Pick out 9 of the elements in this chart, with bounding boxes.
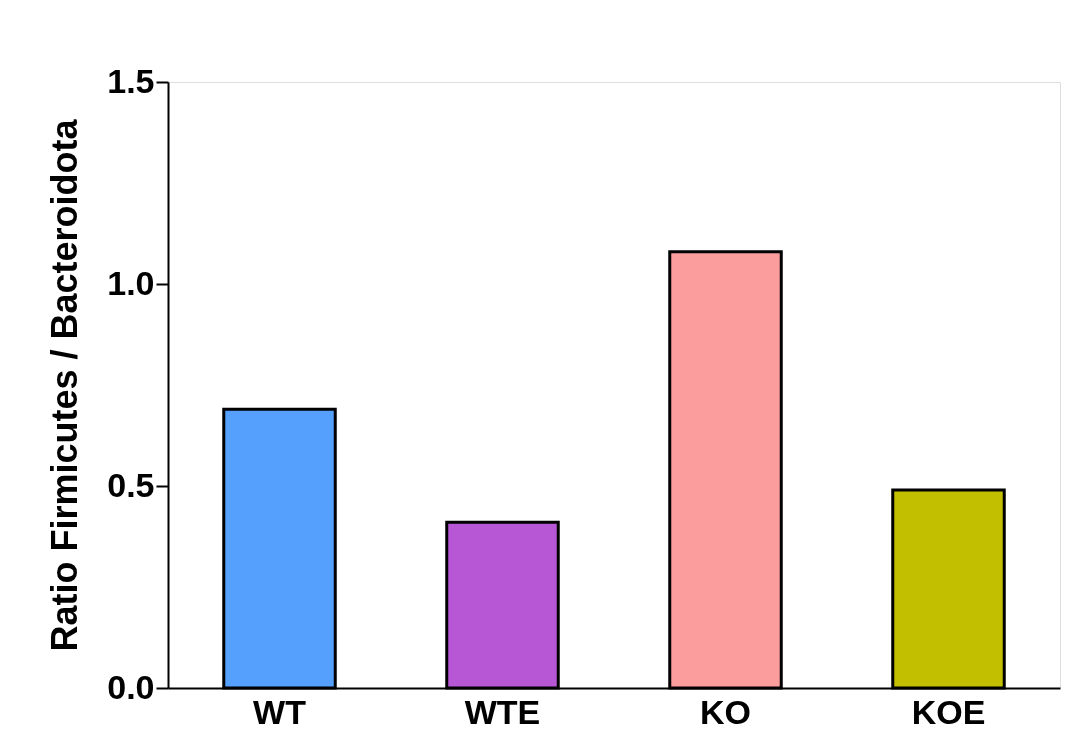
y-tick-label: 0.5	[107, 465, 155, 504]
y-axis-title: Ratio Firmicutes / Bacteroidota	[44, 118, 86, 652]
x-tick-label: KO	[700, 692, 751, 731]
y-tick-label: 1.5	[107, 61, 155, 100]
y-tick-label: 0.0	[107, 667, 155, 706]
x-tick-label: WTE	[464, 692, 541, 731]
y-tick-label: 1.0	[107, 263, 155, 302]
x-tick-label: KOE	[911, 692, 986, 731]
x-tick-label: WT	[253, 692, 307, 731]
